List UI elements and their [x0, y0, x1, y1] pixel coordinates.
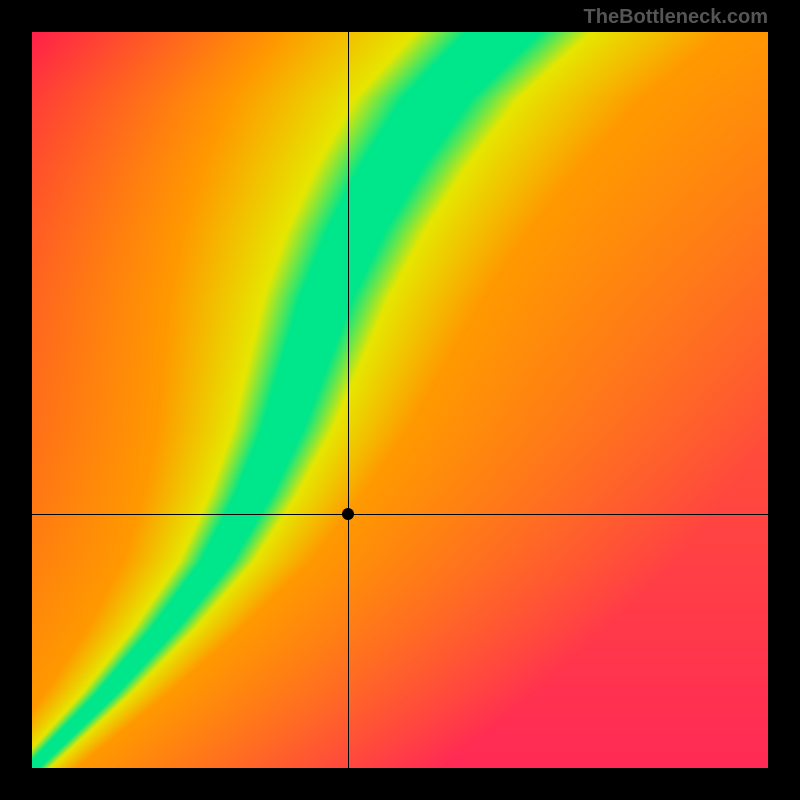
crosshair-vertical: [348, 32, 349, 768]
watermark-text: TheBottleneck.com: [584, 6, 768, 29]
chart-container: TheBottleneck.com: [0, 0, 800, 800]
heatmap-canvas: [32, 32, 768, 768]
crosshair-horizontal: [32, 514, 768, 515]
data-point-marker: [342, 508, 354, 520]
heatmap-plot: [32, 32, 768, 768]
